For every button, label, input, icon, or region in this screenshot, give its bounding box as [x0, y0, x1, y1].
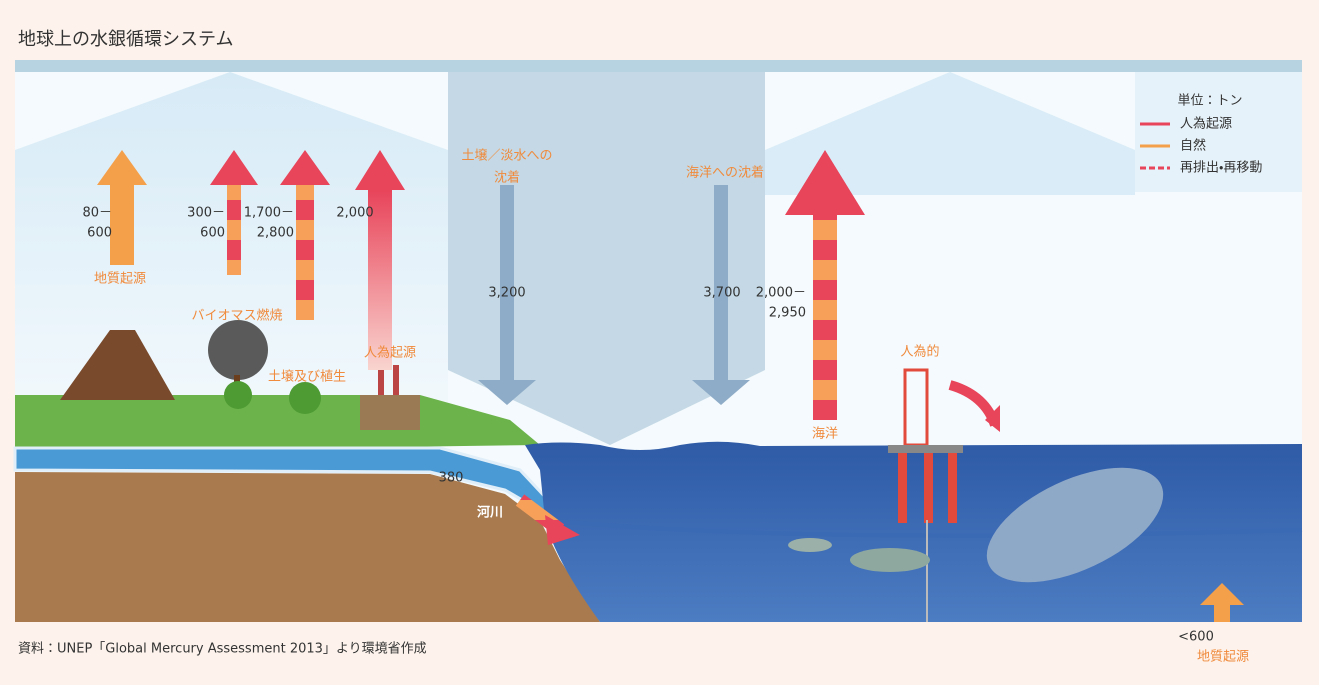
labels: 単位：トン 人為起源 自然 再排出・再移動 80－ 600 地質起源 300－ …	[18, 93, 1262, 665]
source-label: 河川	[477, 505, 503, 521]
legend-item: 自然	[1180, 138, 1206, 154]
flow-value: <600	[1178, 630, 1214, 645]
deposition-label: 土壌／淡水への	[461, 149, 552, 164]
flow-value: 380	[439, 471, 464, 486]
legend-unit: 単位：トン	[1177, 93, 1242, 109]
deposition-label: 海洋への沈着	[686, 165, 764, 181]
deposition-label: 沈着	[494, 170, 520, 186]
legend-item: 再排出・再移動	[1180, 161, 1262, 176]
legend-item: 人為起源	[1180, 116, 1232, 132]
source-label: 地質起源	[1197, 649, 1249, 665]
flow-value: 600	[87, 226, 112, 241]
flow-value: 2,000－	[756, 286, 806, 301]
flow-value: 80－	[82, 206, 112, 221]
source-note: 資料：UNEP「Global Mercury Assessment 2013」よ…	[18, 642, 427, 657]
flow-value: 300－	[187, 206, 225, 221]
flow-value: 3,700	[703, 286, 740, 301]
scene	[13, 60, 1303, 622]
source-label: バイオマス燃焼	[191, 308, 282, 324]
flow-value: 2,950	[769, 306, 806, 321]
title: 地球上の水銀循環システム	[18, 29, 233, 50]
source-label: 人為起源	[364, 345, 416, 361]
source-label: 海洋	[812, 427, 838, 442]
flow-value: 3,200	[488, 286, 525, 301]
source-label: 土壌及び植生	[268, 369, 346, 385]
source-label: 地質起源	[94, 271, 146, 287]
flow-value: 1,700－	[244, 206, 294, 221]
flow-value: 2,800	[257, 226, 294, 241]
source-label: 人為的	[900, 344, 939, 360]
flow-value: 2,000	[336, 206, 373, 221]
flow-value: 600	[200, 226, 225, 241]
